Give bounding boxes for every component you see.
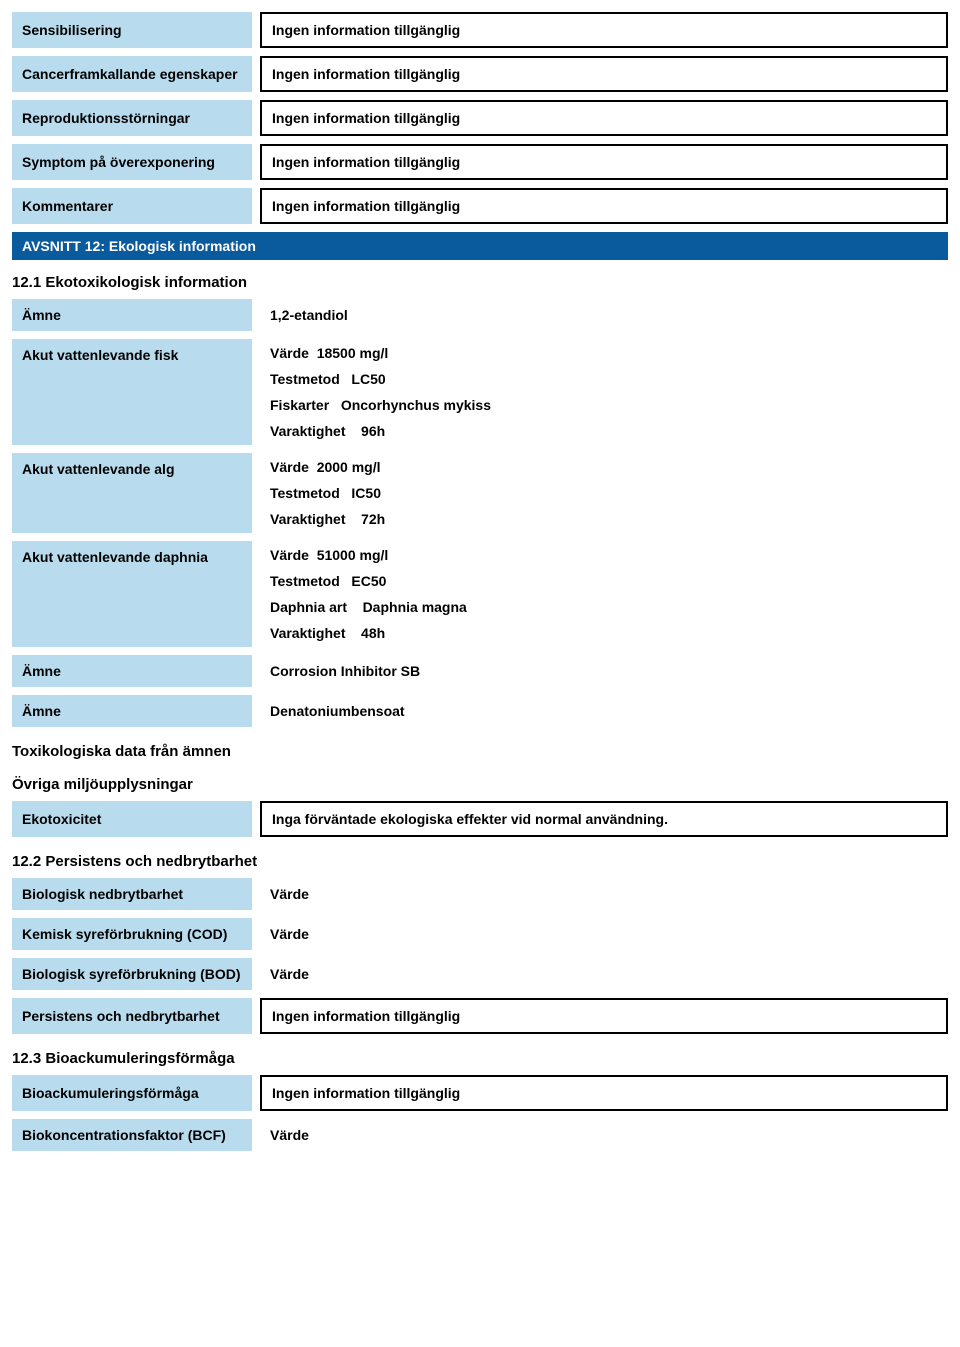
label: Ämne [12, 655, 252, 687]
value: Ingen information tillgänglig [260, 144, 948, 180]
value: Denatoniumbensoat [260, 695, 948, 727]
label: Akut vattenlevande alg [12, 453, 252, 533]
row-alg: Akut vattenlevande alg Värde 2000 mg/l T… [12, 453, 948, 533]
value: Värde [260, 918, 948, 950]
row-daphnia: Akut vattenlevande daphnia Värde 51000 m… [12, 541, 948, 647]
sub-12-3: 12.3 Bioackumuleringsförmåga [12, 1042, 948, 1075]
value-block: Värde 51000 mg/l Testmetod EC50 Daphnia … [260, 541, 948, 647]
value: Ingen information tillgänglig [260, 188, 948, 224]
row-bod: Biologisk syreförbrukning (BOD) Värde [12, 958, 948, 990]
value: Ingen information tillgänglig [260, 100, 948, 136]
row-bioack: Bioackumuleringsförmåga Ingen informatio… [12, 1075, 948, 1111]
value: Ingen information tillgänglig [260, 12, 948, 48]
miljo-heading: Övriga miljöupplysningar [12, 768, 948, 801]
label: Persistens och nedbrytbarhet [12, 998, 252, 1034]
row-sensibilisering: Sensibilisering Ingen information tillgä… [12, 12, 948, 48]
line: Daphnia art Daphnia magna [270, 599, 938, 615]
value-block: Värde 2000 mg/l Testmetod IC50 Varaktigh… [260, 453, 948, 533]
label: Akut vattenlevande fisk [12, 339, 252, 445]
line: Testmetod LC50 [270, 371, 938, 387]
value: Värde [260, 878, 948, 910]
row-reprod: Reproduktionsstörningar Ingen informatio… [12, 100, 948, 136]
line: Fiskarter Oncorhynchus mykiss [270, 397, 938, 413]
row-bio-ned: Biologisk nedbrytbarhet Värde [12, 878, 948, 910]
label: Akut vattenlevande daphnia [12, 541, 252, 647]
label: Cancerframkallande egenskaper [12, 56, 252, 92]
row-pers: Persistens och nedbrytbarhet Ingen infor… [12, 998, 948, 1034]
label: Ämne [12, 299, 252, 331]
value-block: Värde 18500 mg/l Testmetod LC50 Fiskarte… [260, 339, 948, 445]
label: Reproduktionsstörningar [12, 100, 252, 136]
label: Biologisk nedbrytbarhet [12, 878, 252, 910]
row-amne-1: Ämne 1,2-etandiol [12, 299, 948, 331]
row-bcf: Biokoncentrationsfaktor (BCF) Värde [12, 1119, 948, 1151]
row-cod: Kemisk syreförbrukning (COD) Värde [12, 918, 948, 950]
label: Sensibilisering [12, 12, 252, 48]
label: Kemisk syreförbrukning (COD) [12, 918, 252, 950]
value: Ingen information tillgänglig [260, 998, 948, 1034]
value: Ingen information tillgänglig [260, 1075, 948, 1111]
value: Inga förväntade ekologiska effekter vid … [260, 801, 948, 837]
line: Värde 51000 mg/l [270, 547, 938, 563]
line: Värde 2000 mg/l [270, 459, 938, 475]
row-fish: Akut vattenlevande fisk Värde 18500 mg/l… [12, 339, 948, 445]
tox-heading: Toxikologiska data från ämnen [12, 735, 948, 768]
section-12-header: AVSNITT 12: Ekologisk information [12, 232, 948, 260]
row-amne-2: Ämne Corrosion Inhibitor SB [12, 655, 948, 687]
value: 1,2-etandiol [260, 299, 948, 331]
label: Bioackumuleringsförmåga [12, 1075, 252, 1111]
line: Varaktighet 72h [270, 511, 938, 527]
sub-12-1: 12.1 Ekotoxikologisk information [12, 266, 948, 299]
value: Ingen information tillgänglig [260, 56, 948, 92]
label: Ekotoxicitet [12, 801, 252, 837]
line: Varaktighet 48h [270, 625, 938, 641]
row-cancer: Cancerframkallande egenskaper Ingen info… [12, 56, 948, 92]
label: Kommentarer [12, 188, 252, 224]
value: Corrosion Inhibitor SB [260, 655, 948, 687]
label: Symptom på överexponering [12, 144, 252, 180]
label: Biologisk syreförbrukning (BOD) [12, 958, 252, 990]
row-ekotox: Ekotoxicitet Inga förväntade ekologiska … [12, 801, 948, 837]
row-symptom: Symptom på överexponering Ingen informat… [12, 144, 948, 180]
row-kommentar: Kommentarer Ingen information tillgängli… [12, 188, 948, 224]
row-amne-3: Ämne Denatoniumbensoat [12, 695, 948, 727]
sub-12-2: 12.2 Persistens och nedbrytbarhet [12, 845, 948, 878]
value: Värde [260, 958, 948, 990]
label: Biokoncentrationsfaktor (BCF) [12, 1119, 252, 1151]
line: Testmetod IC50 [270, 485, 938, 501]
line: Värde 18500 mg/l [270, 345, 938, 361]
value: Värde [260, 1119, 948, 1151]
line: Testmetod EC50 [270, 573, 938, 589]
line: Varaktighet 96h [270, 423, 938, 439]
label: Ämne [12, 695, 252, 727]
